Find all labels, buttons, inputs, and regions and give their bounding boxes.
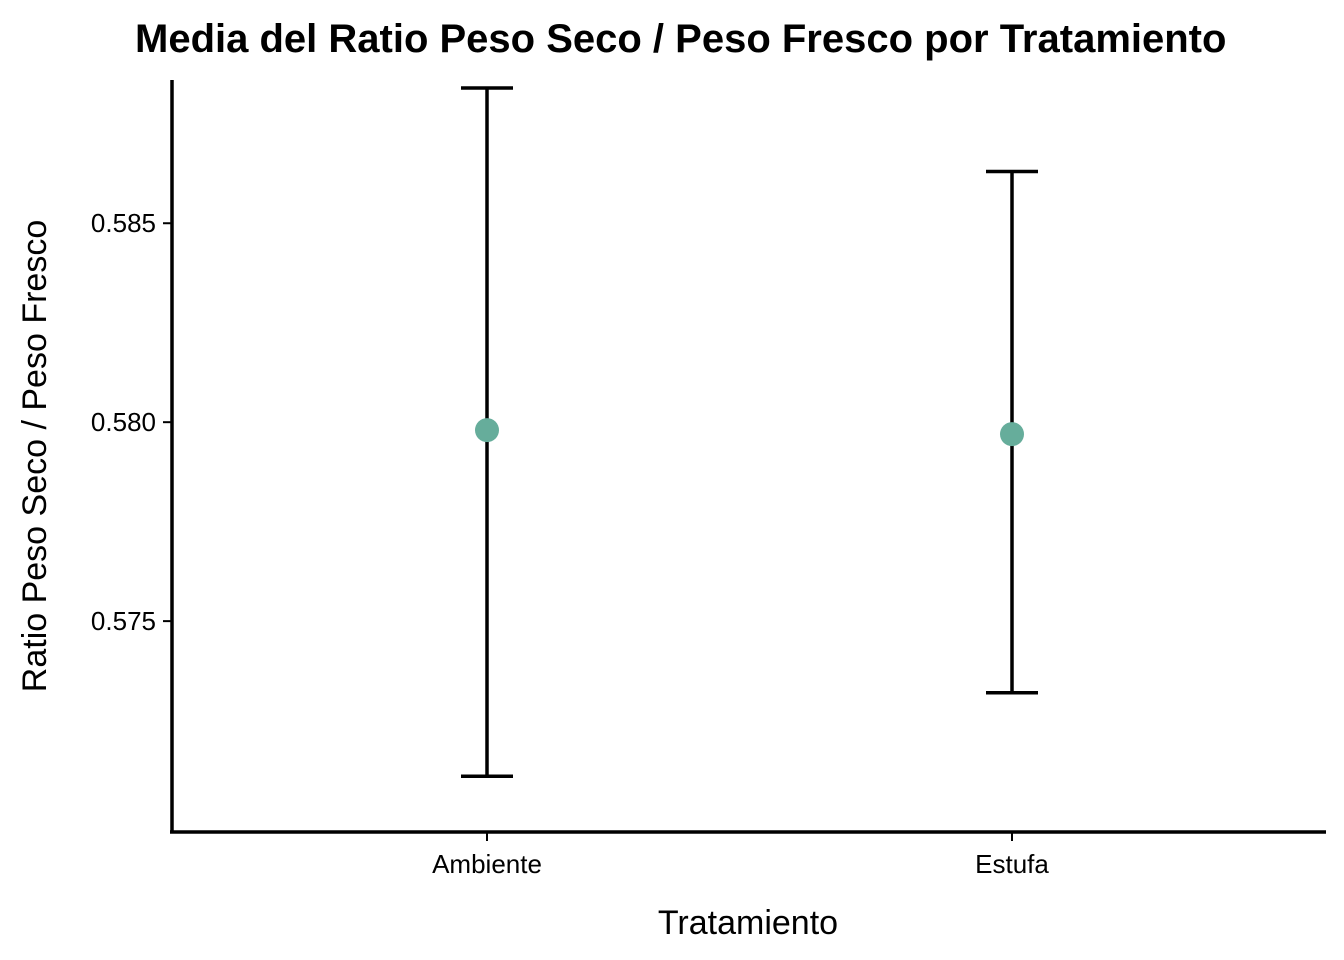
chart-title: Media del Ratio Peso Seco / Peso Fresco …	[135, 17, 1226, 61]
y-axis-title: Ratio Peso Seco / Peso Fresco	[16, 220, 54, 692]
mean-point-estufa	[1000, 422, 1024, 447]
y-tick-label: 0.575	[91, 606, 156, 636]
x-tick-label: Ambiente	[432, 849, 542, 879]
y-tick-label: 0.585	[91, 208, 156, 238]
x-tick-label: Estufa	[975, 849, 1049, 879]
mean-point-ambiente	[475, 418, 499, 443]
y-tick-label: 0.580	[91, 407, 156, 437]
x-axis-title: Tratamiento	[658, 904, 838, 942]
plot-marks: 0.575 0.580 0.585 Ambiente Estufa	[91, 86, 1049, 879]
